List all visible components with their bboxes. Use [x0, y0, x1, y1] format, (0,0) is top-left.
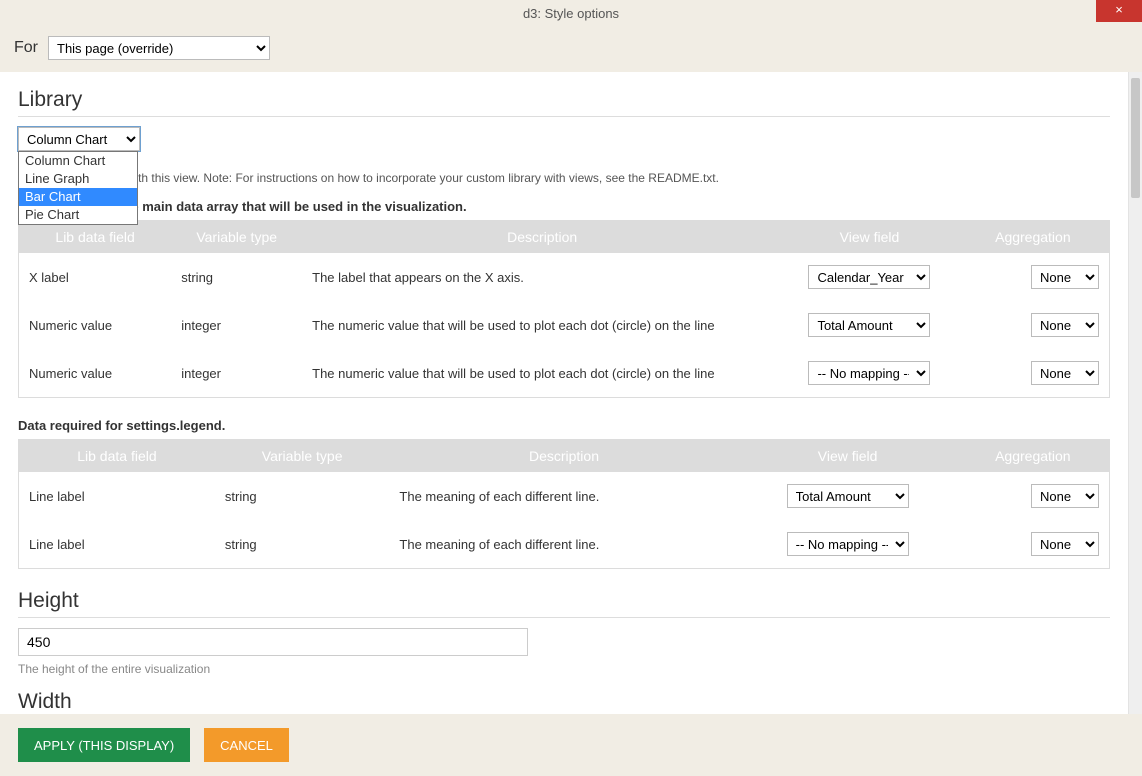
close-button[interactable]: ×	[1096, 0, 1142, 22]
col-type: Variable type	[171, 221, 302, 254]
scrollbar-thumb[interactable]	[1131, 78, 1140, 198]
cell-desc: The meaning of each different line.	[389, 520, 738, 569]
cell-type: integer	[171, 301, 302, 349]
library-option-bar-chart[interactable]: Bar Chart	[19, 188, 137, 206]
cell-lib: Line label	[19, 472, 215, 520]
library-select[interactable]: Column Chart	[18, 127, 140, 151]
library-heading: Library	[18, 88, 1110, 117]
aggregation-select[interactable]: None	[1031, 484, 1099, 508]
library-help-text: ou would like to use with this view. Not…	[18, 171, 1110, 185]
cell-lib: Numeric value	[19, 349, 172, 398]
col-agg: Aggregation	[957, 221, 1110, 254]
col-desc: Description	[302, 221, 782, 254]
rows-row: X label string The label that appears on…	[19, 253, 1110, 301]
library-option-pie-chart[interactable]: Pie Chart	[19, 206, 137, 224]
cell-desc: The meaning of each different line.	[389, 472, 738, 520]
cell-desc: The numeric value that will be used to p…	[302, 301, 782, 349]
view-field-select[interactable]: Calendar_Year	[808, 265, 930, 289]
height-input[interactable]	[18, 628, 528, 656]
cell-type: string	[215, 520, 390, 569]
library-dropdown-list: Column Chart Line Graph Bar Chart Pie Ch…	[18, 151, 138, 225]
col-lib: Lib data field	[19, 440, 215, 473]
view-field-select[interactable]: -- No mapping --	[787, 532, 909, 556]
col-agg: Aggregation	[957, 440, 1110, 473]
rows-row: Numeric value integer The numeric value …	[19, 349, 1110, 398]
rows-row: Numeric value integer The numeric value …	[19, 301, 1110, 349]
cell-type: integer	[171, 349, 302, 398]
cell-lib: Line label	[19, 520, 215, 569]
rows-heading: gs.rows. This is the main data array tha…	[18, 199, 1110, 214]
library-option-column-chart[interactable]: Column Chart	[19, 152, 137, 170]
window-title: d3: Style options	[523, 6, 619, 21]
title-bar: d3: Style options ×	[0, 0, 1142, 28]
library-select-wrap: Column Chart Column Chart Line Graph Bar…	[18, 127, 140, 151]
aggregation-select[interactable]: None	[1031, 361, 1099, 385]
height-desc: The height of the entire visualization	[18, 662, 1110, 676]
legend-heading: Data required for settings.legend.	[18, 418, 1110, 433]
view-field-select[interactable]: Total Amount	[808, 313, 930, 337]
col-type: Variable type	[215, 440, 390, 473]
cell-desc: The numeric value that will be used to p…	[302, 349, 782, 398]
aggregation-select[interactable]: None	[1031, 532, 1099, 556]
col-lib: Lib data field	[19, 221, 172, 254]
col-view: View field	[739, 440, 957, 473]
height-heading: Height	[18, 589, 1110, 618]
legend-row: Line label string The meaning of each di…	[19, 520, 1110, 569]
cancel-button[interactable]: Cancel	[204, 728, 289, 762]
cell-lib: X label	[19, 253, 172, 301]
for-row: For This page (override)	[0, 28, 1142, 72]
cell-lib: Numeric value	[19, 301, 172, 349]
rows-table: Lib data field Variable type Description…	[18, 220, 1110, 398]
col-view: View field	[782, 221, 957, 254]
cell-desc: The label that appears on the X axis.	[302, 253, 782, 301]
for-label: For	[14, 39, 38, 57]
aggregation-select[interactable]: None	[1031, 265, 1099, 289]
aggregation-select[interactable]: None	[1031, 313, 1099, 337]
content-area: Library Column Chart Column Chart Line G…	[0, 72, 1128, 714]
view-field-select[interactable]: -- No mapping --	[808, 361, 930, 385]
view-field-select[interactable]: Total Amount	[787, 484, 909, 508]
legend-row: Line label string The meaning of each di…	[19, 472, 1110, 520]
close-icon: ×	[1115, 2, 1123, 17]
cell-type: string	[215, 472, 390, 520]
footer: Apply (this display) Cancel	[0, 714, 1142, 776]
rows-header-row: Lib data field Variable type Description…	[19, 221, 1110, 254]
apply-button[interactable]: Apply (this display)	[18, 728, 190, 762]
legend-table: Lib data field Variable type Description…	[18, 439, 1110, 569]
col-desc: Description	[389, 440, 738, 473]
for-select[interactable]: This page (override)	[48, 36, 270, 60]
library-option-line-graph[interactable]: Line Graph	[19, 170, 137, 188]
legend-header-row: Lib data field Variable type Description…	[19, 440, 1110, 473]
cell-type: string	[171, 253, 302, 301]
scrollbar-track[interactable]	[1128, 72, 1142, 714]
width-heading: Width	[18, 690, 1110, 714]
